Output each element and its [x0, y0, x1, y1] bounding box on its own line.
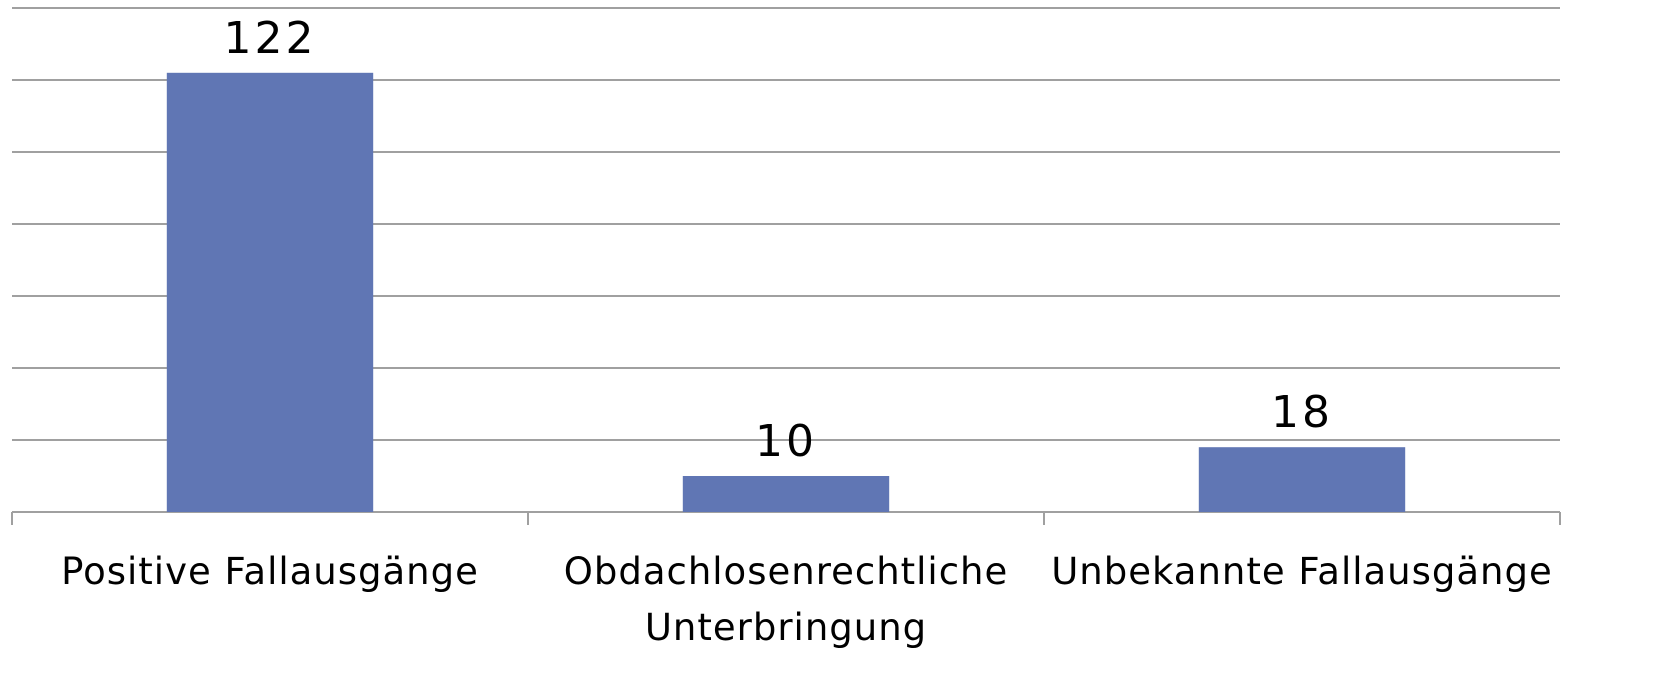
data-label: 10: [755, 416, 817, 467]
x-tick-label: Positive Fallausgänge: [61, 550, 479, 593]
x-tick-label: Unbekannte Fallausgänge: [1051, 550, 1553, 593]
bar: [682, 476, 890, 512]
data-label: 122: [224, 13, 317, 64]
data-label: 18: [1271, 387, 1333, 438]
bar: [1198, 447, 1406, 512]
bar: [166, 72, 374, 513]
x-tick-label: Obdachlosenrechtliche Unterbringung: [563, 550, 1009, 649]
